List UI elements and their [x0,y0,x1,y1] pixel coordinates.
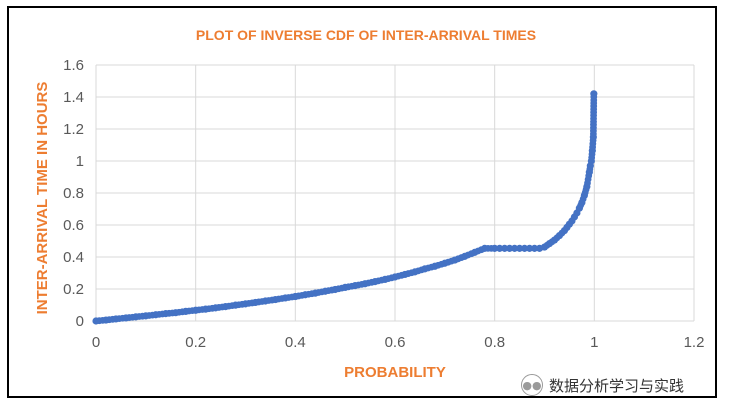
data-point [169,309,176,317]
data-point [530,244,539,252]
data-point [548,238,556,246]
chart-svg: 0 0.2 0.4 0.6 0.8 1 1.2 1.4 1.6 0 0.2 0.4 0.6 0.8 1 1.2… [34,27,704,381]
grid-layer [95,64,695,322]
data-point [428,263,435,271]
data-point [590,93,598,101]
y-tick-label: 0 [76,313,84,330]
data-point [338,284,346,292]
chart-frame: 0 0.2 0.4 0.6 0.8 1 1.2 1.4 1.6 0 0.2 0.4 0.6 0.8 1 1.2… [7,6,717,398]
data-point [388,274,396,282]
marks-layer [92,90,598,325]
y-tick-label: 0.4 [63,249,84,266]
y-tick-label: 0.6 [63,217,84,234]
data-point [468,250,475,258]
y-tick-label: 0.2 [63,281,84,298]
data-point [511,244,519,252]
data-point [298,291,306,299]
data-point [589,137,597,144]
data-point [577,202,585,209]
data-point [506,244,514,252]
x-tick-label: 0 [92,334,100,351]
x-tick-label: 1.2 [684,334,705,351]
data-point [585,172,593,180]
x-tick-label: 0.6 [385,334,406,351]
x-tick-label: 1 [590,334,598,351]
data-point [477,246,485,254]
y-tick-label: 1.4 [63,89,84,106]
data-point [553,234,561,242]
x-tick-label: 0.8 [484,334,505,351]
data-point [328,286,336,294]
data-point [218,303,226,311]
data-point [129,313,136,321]
data-point [496,244,504,252]
data-point [418,266,425,274]
data-point [238,300,246,308]
x-tick-label: 0.2 [185,334,206,351]
y-tick-label: 1.2 [63,121,84,138]
data-point [368,278,376,286]
x-axis-title: PROBABILITY [344,364,446,381]
data-point [149,311,156,319]
data-point [408,269,416,277]
data-point [520,244,529,252]
watermark: ●● 数据分析学习与实践 [521,374,684,396]
data-point [586,165,594,173]
data-point [248,299,256,307]
data-point [318,288,326,296]
data-point [543,241,551,249]
data-point [119,314,126,322]
chart-title: PLOT OF INVERSE CDF OF INTER-ARRIVAL TIM… [196,27,536,43]
ticks-layer: 0 0.2 0.4 0.6 0.8 1 1.2 1.4 1.6 0 0.2 0.4 0.6 0.8 1 1.2 [63,57,704,351]
data-point [198,306,206,313]
data-point [501,244,509,252]
data-point [208,304,216,312]
data-point [525,244,534,252]
data-point [515,244,524,252]
data-point [398,271,406,279]
y-axis-title: INTER-ARRIVAL TIME IN HOURS [34,82,51,315]
data-point [458,254,465,261]
wechat-icon: ●● [521,374,543,396]
data-point [159,310,166,318]
data-point [438,260,445,268]
watermark-text: 数据分析学习与实践 [549,376,685,395]
data-point [268,296,276,304]
x-tick-label: 0.4 [285,334,306,351]
data-point [487,244,495,252]
y-tick-label: 1 [76,153,84,170]
data-point [258,298,266,305]
data-point [588,150,596,158]
data-point [582,186,590,193]
data-point [348,282,356,290]
data-point [278,295,286,302]
data-point [448,257,455,265]
data-point [188,307,196,315]
data-point [139,312,146,320]
data-point [579,195,587,203]
data-point [308,290,316,298]
data-point [99,316,107,324]
data-point [109,315,117,323]
data-point [288,293,296,301]
data-point [378,276,386,284]
data-point [358,280,366,288]
data-point [558,229,566,237]
y-tick-label: 0.8 [63,185,84,202]
data-point [178,308,186,316]
data-point [228,302,236,310]
y-tick-label: 1.6 [63,57,84,74]
